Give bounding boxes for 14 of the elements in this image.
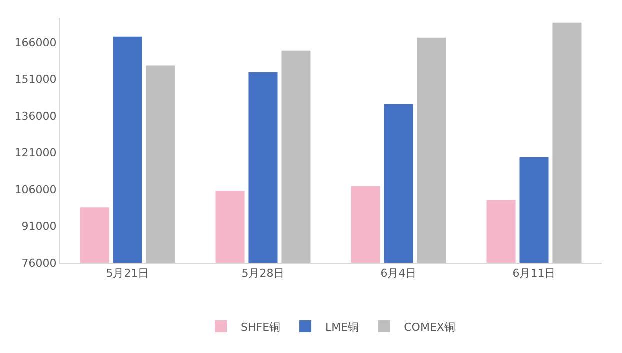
y-tick-label: 106000 (14, 183, 57, 196)
y-tick-label: 76000 (22, 256, 57, 270)
y-tick-label: 136000 (14, 110, 57, 123)
x-tick-label: 5月28日 (242, 267, 285, 280)
x-tick-label: 6月11日 (512, 267, 556, 280)
y-tick-label: 121000 (14, 146, 57, 160)
legend-label: LME铜 (326, 320, 360, 334)
x-tick-label: 5月21日 (106, 267, 150, 280)
legend-label: COMEX铜 (404, 320, 456, 334)
x-tick-label: 6月4日 (380, 267, 417, 280)
y-tick-label: 166000 (14, 36, 57, 50)
y-tick-label: 151000 (14, 73, 57, 86)
y-tick-label: 91000 (22, 220, 57, 234)
legend-label: SHFE铜 (241, 320, 281, 334)
